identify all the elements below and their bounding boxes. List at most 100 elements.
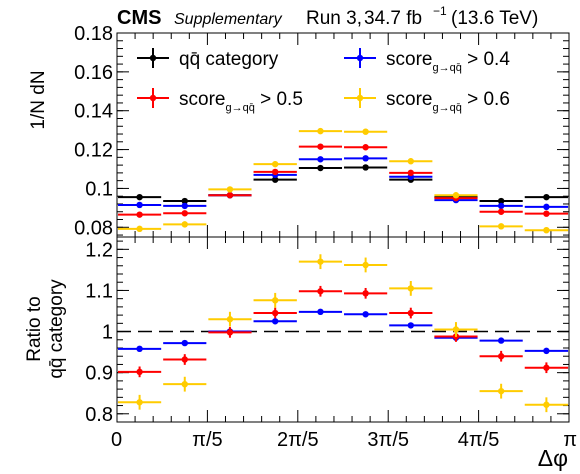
data-point bbox=[271, 160, 279, 168]
data-point bbox=[181, 197, 188, 205]
data-point bbox=[543, 401, 550, 408]
data-point bbox=[407, 309, 414, 317]
data-point bbox=[362, 164, 369, 171]
run-label: Run 3, bbox=[306, 8, 362, 29]
data-point bbox=[362, 155, 369, 162]
bottom-y-axis-label-line1: Ratio to bbox=[24, 296, 45, 361]
data-point bbox=[362, 128, 369, 135]
data-point bbox=[497, 208, 505, 215]
data-point bbox=[407, 322, 414, 329]
ratio-series-1 bbox=[118, 285, 569, 378]
data-point bbox=[181, 356, 188, 363]
legend-marker-dot bbox=[356, 54, 364, 62]
data-point bbox=[136, 399, 143, 406]
data-point bbox=[271, 176, 279, 183]
experiment-label: CMS bbox=[117, 7, 161, 29]
ratio-series-2 bbox=[118, 254, 569, 413]
data-point bbox=[407, 158, 414, 165]
data-point bbox=[497, 223, 505, 230]
data-point bbox=[452, 326, 460, 333]
data-point bbox=[181, 221, 188, 228]
top-y-tick-label: 0.1 bbox=[85, 178, 113, 200]
data-point bbox=[271, 168, 279, 176]
data-point bbox=[543, 210, 550, 217]
data-point bbox=[271, 297, 279, 304]
bottom-y-tick-label: 1 bbox=[102, 322, 113, 344]
top-y-tick-label: 0.14 bbox=[74, 101, 113, 123]
bottom-y-tick-label: 1.1 bbox=[85, 280, 113, 302]
data-point bbox=[497, 387, 505, 395]
top-series-0 bbox=[118, 164, 569, 205]
data-point bbox=[136, 368, 143, 376]
data-point bbox=[407, 285, 414, 292]
legend-marker-dot bbox=[149, 94, 157, 102]
data-point bbox=[543, 193, 550, 201]
bottom-y-tick-label: 1.2 bbox=[85, 239, 113, 261]
bottom-panel-series bbox=[118, 254, 569, 413]
data-point bbox=[543, 347, 550, 355]
data-point bbox=[497, 337, 505, 344]
legend-marker-dot bbox=[149, 54, 157, 62]
data-point bbox=[226, 192, 234, 199]
legend-entry-0: qq̄ category bbox=[137, 48, 279, 70]
data-point bbox=[226, 329, 234, 336]
top-y-tick-label: 0.08 bbox=[74, 217, 113, 239]
legend-label: scoreg→qq̄ > 0.4 bbox=[386, 49, 510, 74]
data-point bbox=[317, 258, 324, 265]
legend-label: qq̄ category bbox=[179, 49, 279, 70]
x-tick-label: 2π/5 bbox=[277, 429, 319, 451]
legend-label: scoreg→qq̄ > 0.5 bbox=[179, 89, 303, 114]
data-point bbox=[317, 127, 324, 135]
data-point bbox=[226, 186, 234, 193]
bottom-y-tick-label: 0.9 bbox=[85, 363, 113, 385]
data-point bbox=[181, 202, 188, 210]
data-point bbox=[136, 345, 143, 353]
bottom-y-axis-label-line2: qq̄ category bbox=[46, 279, 67, 379]
lumi-label: 34.7 fb bbox=[364, 8, 422, 29]
x-tick-label: π bbox=[563, 429, 577, 451]
data-point bbox=[362, 290, 369, 297]
top-y-axis-label: 1/N dN bbox=[28, 70, 49, 129]
data-point bbox=[136, 193, 143, 201]
bottom-y-ticks: 0.8 0.9 1 1.1 1.2 bbox=[85, 239, 569, 426]
energy-label: (13.6 TeV) bbox=[451, 8, 538, 29]
data-point bbox=[136, 201, 143, 209]
bottom-y-tick-label: 0.8 bbox=[85, 404, 113, 426]
bottom-panel-frame bbox=[116, 236, 570, 423]
legend-entry-3: scoreg→qq̄ > 0.6 bbox=[344, 88, 510, 114]
x-ticks: 0 π/5 2π/5 3π/5 4π/5 π bbox=[111, 33, 577, 451]
data-point bbox=[181, 339, 188, 347]
x-axis-label: Δφ bbox=[538, 445, 568, 471]
data-point bbox=[497, 197, 505, 205]
top-y-tick-label: 0.12 bbox=[74, 140, 113, 162]
legend-label: scoreg→qq̄ > 0.6 bbox=[386, 89, 510, 114]
lumi-exponent: −1 bbox=[433, 4, 447, 18]
data-point bbox=[317, 156, 324, 163]
x-tick-label: 3π/5 bbox=[367, 429, 409, 451]
data-point bbox=[226, 316, 234, 323]
top-y-tick-label: 0.16 bbox=[74, 62, 113, 84]
data-point bbox=[136, 225, 143, 233]
data-point bbox=[181, 380, 188, 388]
top-y-ticks: 0.08 0.1 0.12 0.14 0.16 0.18 bbox=[74, 23, 569, 239]
data-point bbox=[452, 192, 460, 199]
data-point bbox=[497, 202, 505, 210]
top-series-3 bbox=[118, 127, 569, 234]
x-tick-label: 4π/5 bbox=[458, 429, 500, 451]
data-point bbox=[543, 227, 550, 234]
data-point bbox=[362, 144, 369, 151]
data-point bbox=[362, 261, 369, 269]
data-point bbox=[271, 309, 279, 317]
legend-marker-dot bbox=[356, 94, 364, 102]
supplementary-label: Supplementary bbox=[174, 11, 283, 28]
data-point bbox=[497, 353, 505, 360]
data-point bbox=[317, 308, 324, 316]
data-point bbox=[362, 311, 369, 318]
legend-entry-2: scoreg→qq̄ > 0.5 bbox=[137, 88, 303, 114]
legend: qq̄ category scoreg→qq̄ > 0.4 scoreg→qq̄ >… bbox=[137, 48, 510, 114]
legend-entry-1: scoreg→qq̄ > 0.4 bbox=[344, 48, 510, 74]
top-panel-series bbox=[118, 127, 569, 234]
x-tick-label: 0 bbox=[111, 429, 122, 451]
data-point bbox=[271, 318, 279, 325]
